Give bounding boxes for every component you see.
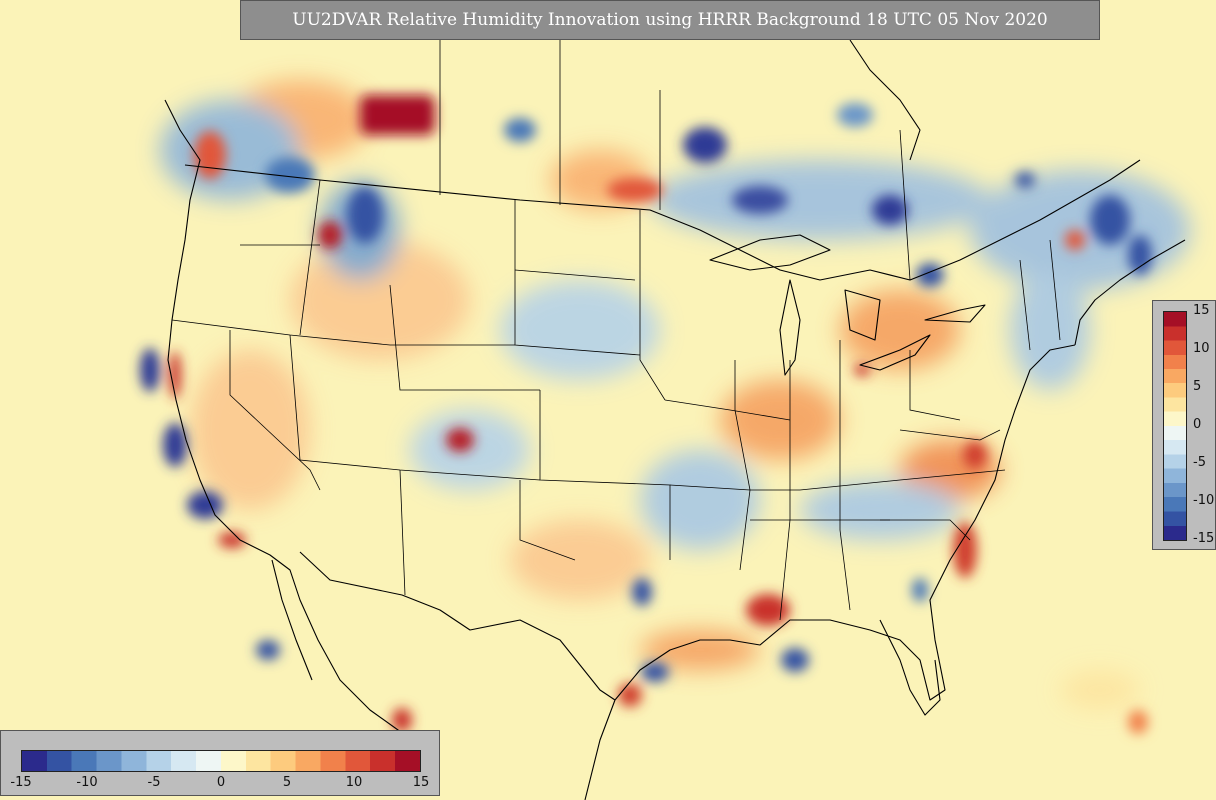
colorbar-bottom-gradient (21, 750, 421, 772)
baja-coastline (271, 559, 313, 681)
northeast-coastline (1074, 239, 1186, 346)
colorbar-bottom-tick: -5 (147, 775, 161, 790)
colorbar-bottom-tick: 0 (216, 775, 226, 790)
colorbar-right-tick: -10 (1193, 493, 1215, 508)
page-title: UU2DVAR Relative Humidity Innovation usi… (240, 0, 1100, 40)
coastlines-and-boundaries (164, 39, 1186, 800)
florida (879, 619, 941, 716)
colorbar-right-tick: -5 (1193, 455, 1206, 470)
hudson-bay (849, 39, 921, 161)
colorbar-right-tick: 10 (1193, 341, 1210, 356)
colorbar-right-tick: 5 (1193, 379, 1202, 394)
lake-erie (859, 334, 931, 371)
colorbar-bottom-tick: 15 (412, 775, 430, 790)
colorbar-bottom-tick: -15 (10, 775, 32, 790)
colorbar-right-gradient (1163, 311, 1187, 541)
lake-huron (844, 289, 881, 341)
colorbar-bottom-tick: -10 (76, 775, 98, 790)
west-coastline (164, 99, 431, 761)
colorbar-bottom: -15 -10 -5 0 5 10 15 (0, 730, 440, 796)
lake-superior (709, 234, 831, 271)
us-mexico-border (299, 551, 616, 701)
colorbar-right-tick: 0 (1193, 417, 1202, 432)
colorbar-bottom-tick: 10 (345, 775, 363, 790)
colorbar-right-tick: 15 (1193, 303, 1210, 318)
us-canada-border (184, 159, 1141, 281)
colorbar-right-tick: -15 (1193, 531, 1215, 546)
lake-ontario (924, 304, 986, 323)
colorbar-bottom-tick: 5 (282, 775, 292, 790)
state-boundaries (171, 40, 1061, 621)
gulf-coastline (614, 344, 1076, 701)
mexico-east-coast (584, 699, 616, 800)
colorbar-right: 15 10 5 0 -5 -10 -15 (1152, 300, 1216, 550)
